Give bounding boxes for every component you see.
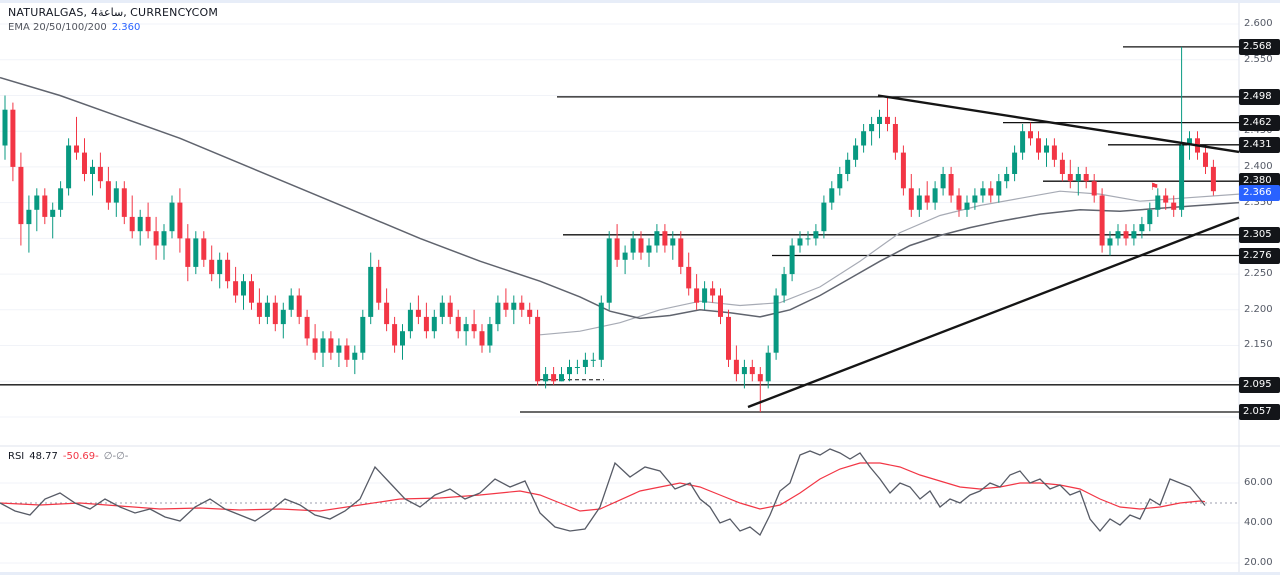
window-edge-bottom: [0, 572, 1280, 575]
rsi-ma-line: [0, 462, 1206, 512]
rsi-value: 48.77: [29, 451, 58, 462]
price-tick-label: 60.00: [1244, 477, 1273, 488]
price-tick-label: 2.350: [1244, 197, 1273, 208]
ascending-trendline: [747, 216, 1240, 409]
current-price-badge: 2.366: [1239, 185, 1280, 201]
ema-200-line: [0, 76, 1240, 320]
support-resistance-lines[interactable]: [0, 46, 1239, 413]
symbol-title: NATURALGAS, 4ساعة, CURRENCYCOM: [8, 6, 219, 19]
rsi-hidden-bands: ∅-∅-: [103, 451, 129, 462]
price-level-badge: 2.498: [1239, 89, 1280, 105]
ema-100-line: [539, 190, 1240, 336]
price-tick-label: 20.00: [1244, 557, 1273, 568]
price-tick-label: 2.400: [1244, 161, 1273, 172]
price-level-badge: 2.431: [1239, 137, 1280, 153]
trendlines[interactable]: [747, 94, 1240, 409]
ema-lines: [0, 76, 1240, 336]
candlesticks[interactable]: [2, 46, 1216, 412]
price-tick-label: 2.250: [1244, 268, 1273, 279]
price-level-badge: 2.462: [1239, 115, 1280, 131]
rsi-indicator-legend[interactable]: RSI 48.77 -50.69- ∅-∅-: [8, 451, 128, 462]
ema-indicator-legend[interactable]: EMA 20/50/100/200 2.360: [8, 22, 218, 33]
ema-value: 2.360: [111, 22, 141, 33]
price-level-badge: 2.568: [1239, 39, 1280, 55]
svg-text:⚑: ⚑: [1150, 182, 1159, 193]
price-tick-label: 2.150: [1244, 339, 1273, 350]
descending-trendline: [877, 94, 1240, 154]
price-level-badge: 2.276: [1239, 248, 1280, 264]
price-level-badge: 2.095: [1239, 377, 1280, 393]
alert-flag-marker[interactable]: ⚑: [1150, 182, 1159, 193]
rsi-ma-value: -50.69-: [62, 451, 99, 462]
rsi-label: RSI: [8, 451, 25, 462]
symbol-legend[interactable]: NATURALGAS, 4ساعة, CURRENCYCOM EMA 20/50…: [8, 6, 218, 33]
ema-label: EMA 20/50/100/200: [8, 22, 107, 33]
price-tick-label: 40.00: [1244, 517, 1273, 528]
window-edge-top: [0, 0, 1280, 3]
price-tick-label: 2.550: [1244, 54, 1273, 65]
price-level-badge: 2.057: [1239, 404, 1280, 420]
price-tick-label: 2.600: [1244, 18, 1273, 29]
rsi-line: [0, 448, 1206, 537]
price-tick-label: 2.200: [1244, 304, 1273, 315]
rsi-plot: [0, 448, 1206, 537]
price-level-badge: 2.305: [1239, 227, 1280, 243]
price-axis[interactable]: 2.6002.5502.4502.4002.3502.2502.2002.150…: [1239, 0, 1280, 575]
price-gridlines: [0, 23, 1239, 564]
